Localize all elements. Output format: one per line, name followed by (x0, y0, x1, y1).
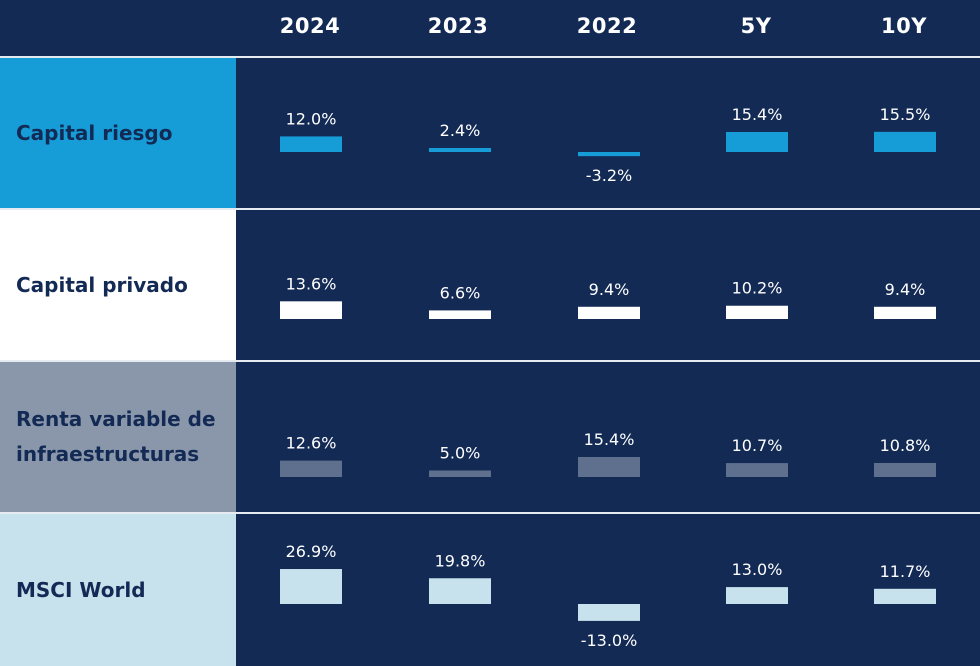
value-label-capital-riesgo-5y: 15.4% (732, 105, 783, 124)
row-label: Capital privado (16, 272, 188, 297)
bar-capital-privado-2023 (429, 310, 491, 319)
value-label-renta-variable-de-infraestructuras-5y: 10.7% (732, 436, 783, 455)
bar-msci-world-2022 (578, 604, 640, 621)
column-header-2023: 2023 (427, 14, 489, 38)
divider-1 (0, 208, 980, 210)
value-label-capital-privado-2022: 9.4% (589, 280, 630, 299)
value-label-renta-variable-de-infraestructuras-2024: 12.6% (286, 434, 337, 453)
bar-capital-riesgo-2022 (578, 152, 640, 157)
row-label: Capital riesgo (16, 120, 173, 145)
column-header-2022: 2022 (576, 14, 638, 38)
value-label-capital-privado-10y: 9.4% (885, 280, 926, 299)
value-label-msci-world-2022: -13.0% (581, 631, 638, 650)
row-capital-riesgo: Capital riesgo (0, 58, 980, 208)
value-label-renta-variable-de-infraestructuras-2023: 5.0% (440, 444, 481, 463)
bar-renta-variable-de-infraestructuras-2022 (578, 456, 640, 477)
bar-capital-riesgo-2024 (280, 136, 342, 152)
value-label-msci-world-2024: 26.9% (286, 542, 337, 561)
value-label-renta-variable-de-infraestructuras-10y: 10.8% (880, 436, 931, 455)
column-header-2024: 2024 (279, 14, 341, 38)
divider-header (0, 56, 980, 58)
value-label-capital-riesgo-2024: 12.0% (286, 109, 337, 128)
bar-msci-world-10y (874, 588, 936, 604)
bar-capital-privado-10y (874, 306, 936, 319)
value-label-msci-world-2023: 19.8% (435, 551, 486, 570)
bar-renta-variable-de-infraestructuras-2024 (280, 460, 342, 477)
value-label-capital-riesgo-10y: 15.5% (880, 105, 931, 124)
bar-capital-privado-2024 (280, 301, 342, 319)
divider-3 (0, 512, 980, 514)
bar-capital-riesgo-2023 (429, 148, 491, 152)
value-label-capital-riesgo-2022: -3.2% (586, 166, 632, 185)
divider-2 (0, 360, 980, 362)
value-label-msci-world-10y: 11.7% (880, 562, 931, 581)
row-capital-privado: Capital privado (0, 210, 980, 360)
value-label-msci-world-5y: 13.0% (732, 560, 783, 579)
value-label-capital-privado-2024: 13.6% (286, 274, 337, 293)
bar-capital-privado-2022 (578, 306, 640, 319)
bar-capital-privado-5y (726, 305, 788, 319)
table-header: 2024 2023 2022 5Y 10Y (0, 0, 980, 56)
row-label: Renta variable de infraestructuras (16, 407, 216, 466)
row-label-cell: Renta variable de infraestructuras (0, 362, 236, 512)
bar-msci-world-2024 (280, 569, 342, 604)
row-label-cell: Capital riesgo (0, 58, 236, 208)
bar-renta-variable-de-infraestructuras-10y (874, 462, 936, 477)
column-header-10y: 10Y (881, 14, 927, 38)
bar-msci-world-2023 (429, 578, 491, 604)
value-label-capital-riesgo-2023: 2.4% (440, 121, 481, 140)
row-label: MSCI World (16, 577, 146, 602)
bar-renta-variable-de-infraestructuras-2023 (429, 470, 491, 477)
row-label-cell: MSCI World (0, 514, 236, 666)
bar-msci-world-5y (726, 587, 788, 604)
bar-renta-variable-de-infraestructuras-5y (726, 463, 788, 477)
value-label-capital-privado-5y: 10.2% (732, 279, 783, 298)
row-label-cell: Capital privado (0, 210, 236, 360)
value-label-renta-variable-de-infraestructuras-2022: 15.4% (584, 430, 635, 449)
bar-capital-riesgo-10y (874, 131, 936, 152)
column-header-5y: 5Y (740, 14, 772, 38)
row-renta-variable: Renta variable de infraestructuras (0, 362, 980, 512)
bar-capital-riesgo-5y (726, 131, 788, 152)
value-label-capital-privado-2023: 6.6% (440, 283, 481, 302)
